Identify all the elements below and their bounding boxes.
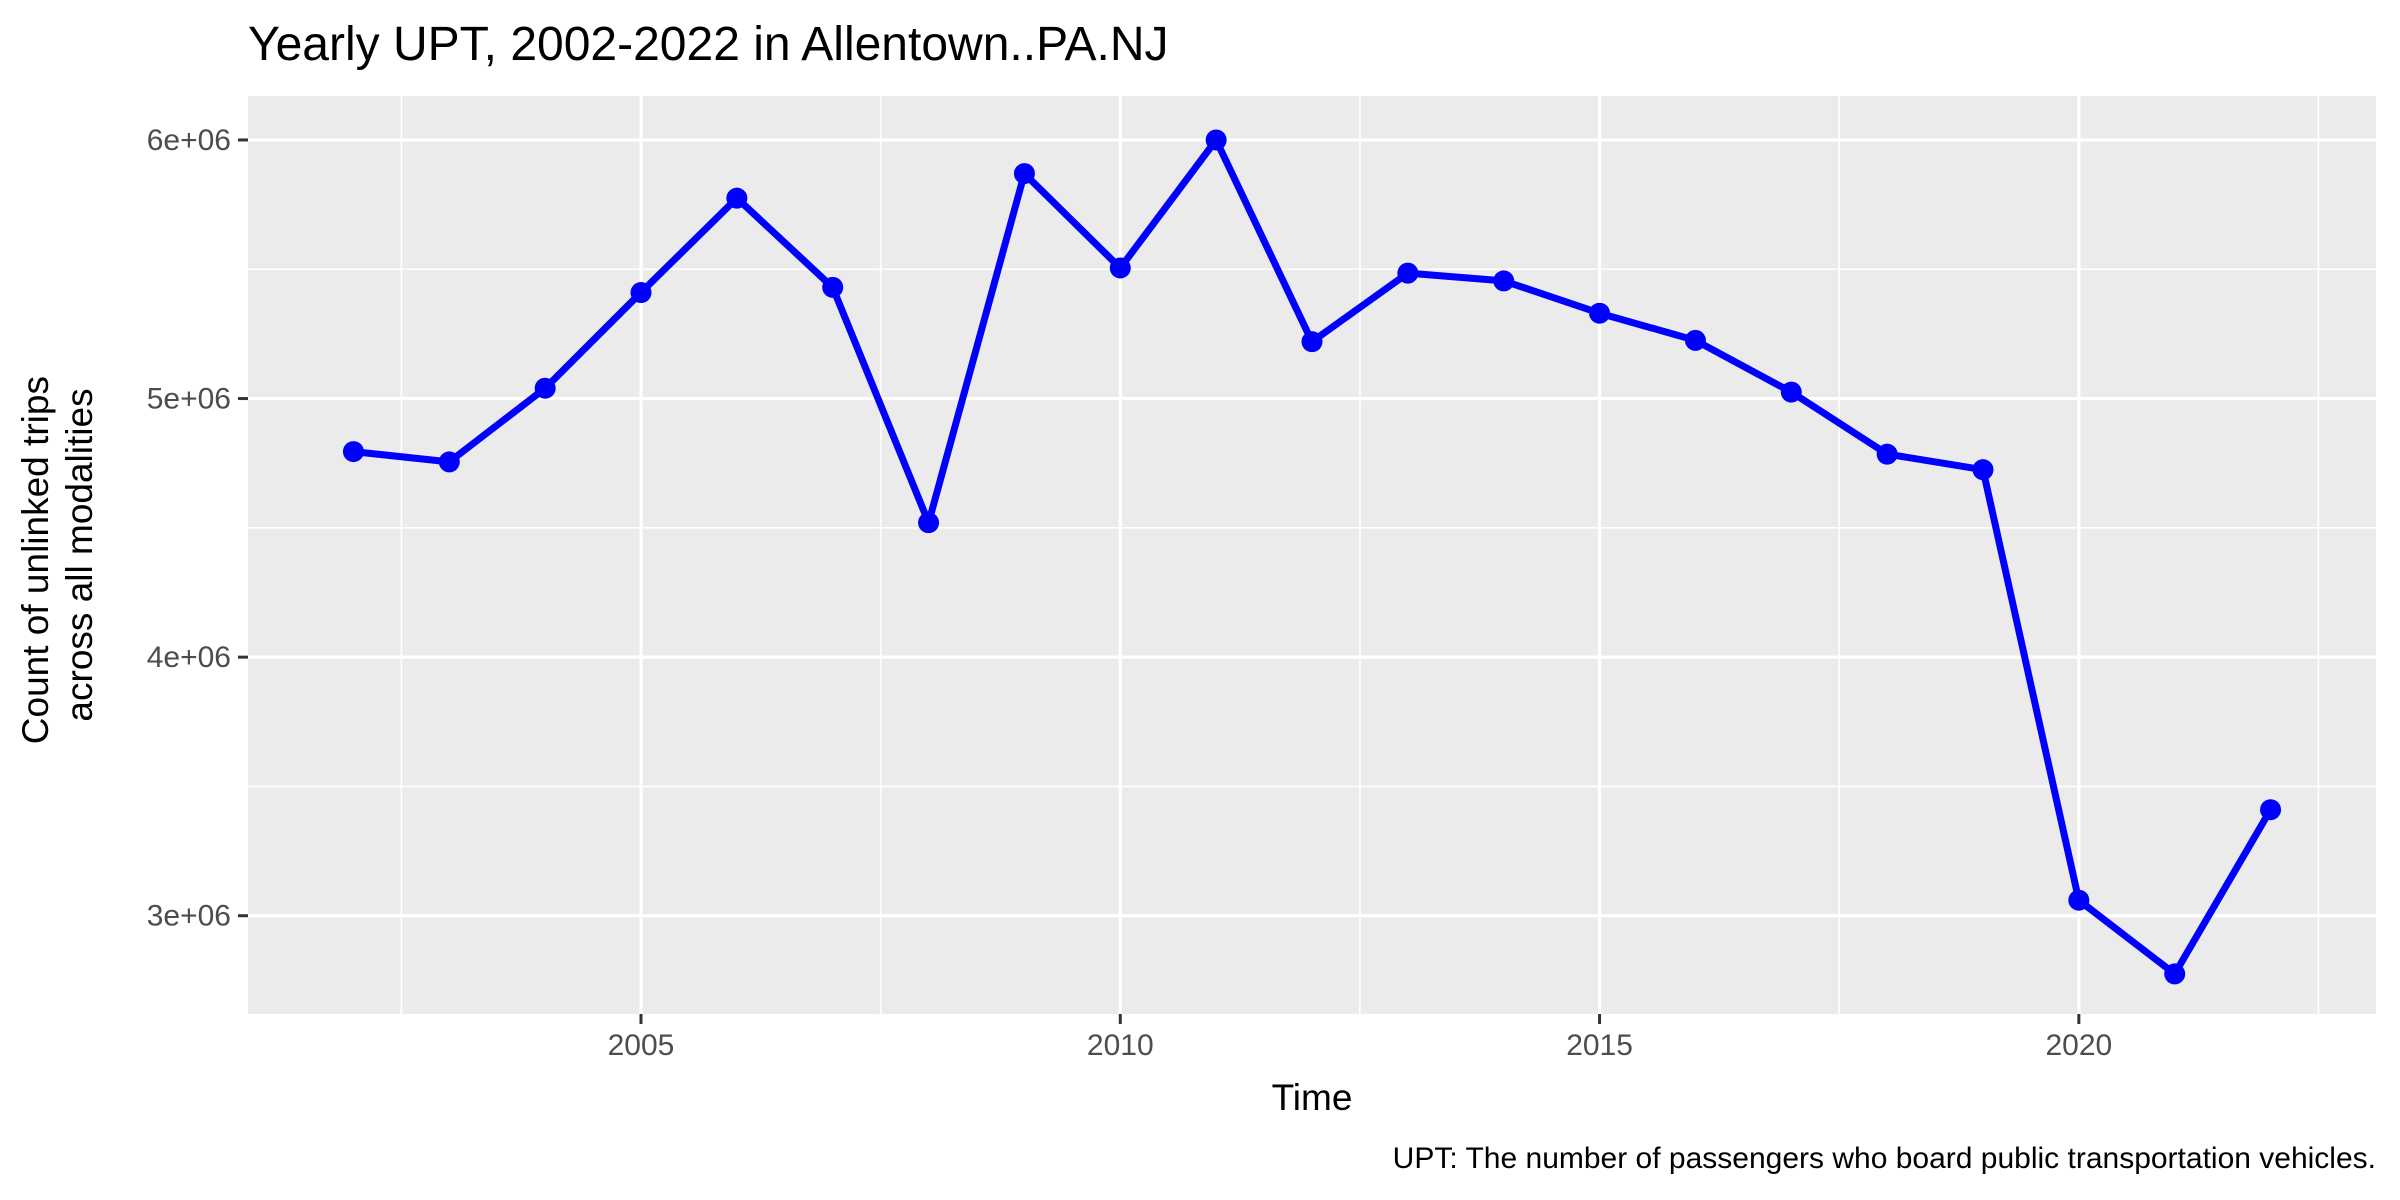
data-point: [1780, 381, 1802, 403]
data-point: [1684, 329, 1706, 351]
data-point: [1589, 302, 1611, 324]
data-point: [1876, 443, 1898, 465]
series-layer: [342, 129, 2282, 985]
y-axis: 3e+06 4e+06 5e+06 6e+06: [147, 124, 248, 933]
y-axis-title: Count of unlinked trips across all modal…: [15, 366, 100, 744]
y-axis-title-line-2: across all modalities: [59, 388, 100, 721]
data-point: [1301, 331, 1323, 353]
data-point: [1397, 262, 1419, 284]
x-tick-label: 2010: [1087, 1029, 1154, 1062]
data-point: [534, 377, 556, 399]
x-tick-label: 2005: [608, 1029, 675, 1062]
data-point: [1109, 257, 1131, 279]
data-point: [2260, 799, 2282, 821]
y-axis-title-line-1: Count of unlinked trips: [15, 376, 56, 744]
data-point: [438, 451, 460, 473]
data-point: [1972, 459, 1994, 481]
y-tick-label: 5e+06: [147, 383, 231, 416]
x-axis: 2005 2010 2015 2020: [608, 1014, 2112, 1062]
data-point: [726, 187, 748, 209]
y-tick-label: 4e+06: [147, 641, 231, 674]
data-point: [2068, 889, 2090, 911]
data-point: [2164, 963, 2186, 985]
data-point: [630, 282, 652, 304]
chart-caption: UPT: The number of passengers who board …: [1393, 1142, 2376, 1175]
data-point: [822, 276, 844, 298]
data-point: [1493, 270, 1515, 292]
data-point: [342, 441, 364, 463]
x-tick-label: 2015: [1566, 1029, 1633, 1062]
data-point: [1205, 129, 1227, 151]
x-tick-label: 2020: [2045, 1029, 2112, 1062]
y-tick-label: 6e+06: [147, 124, 231, 157]
plot-panel: [248, 96, 2376, 1014]
minor-grid: [248, 96, 2376, 1014]
y-tick-label: 3e+06: [147, 900, 231, 933]
x-axis-title: Time: [1272, 1077, 1353, 1118]
data-point: [1013, 163, 1035, 185]
chart-title: Yearly UPT, 2002-2022 in Allentown..PA.N…: [248, 18, 1169, 71]
data-point: [918, 512, 940, 534]
